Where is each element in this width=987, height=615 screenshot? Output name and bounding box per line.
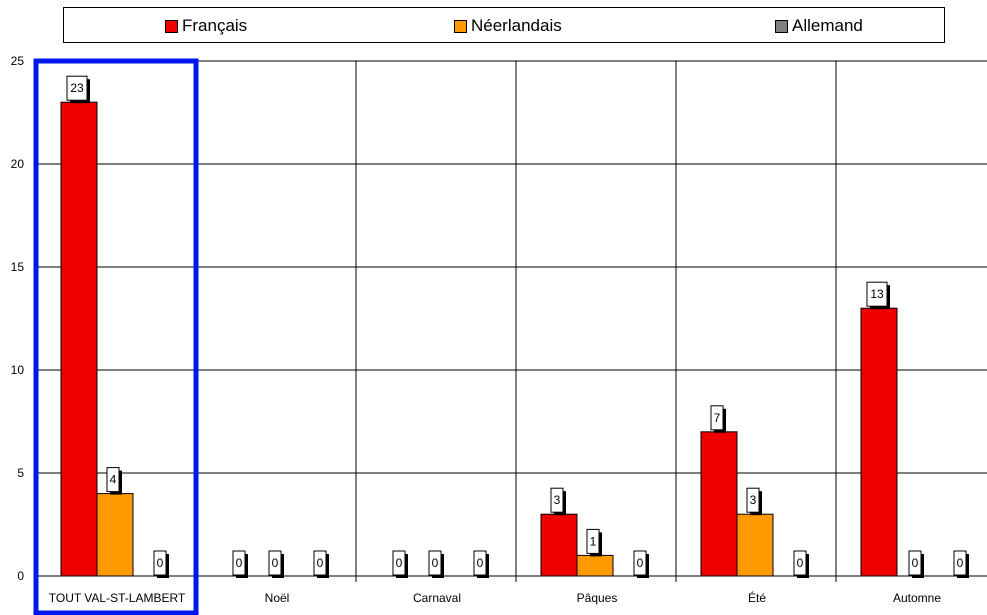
data-label: 0 (157, 556, 164, 570)
y-tick-label: 10 (11, 363, 25, 377)
bar (576, 554, 614, 577)
data-label: 0 (957, 556, 964, 570)
highlight-box (33, 58, 199, 615)
x-tick-label: Automne (893, 591, 941, 605)
x-tick-label: Pâques (577, 591, 618, 605)
data-label-box (586, 528, 600, 554)
y-tick-label: 15 (11, 260, 25, 274)
legend-swatch-francais (165, 19, 178, 33)
data-label-box (550, 487, 564, 513)
data-label-box (908, 550, 922, 576)
data-label-box (392, 550, 406, 576)
data-label-box (313, 550, 327, 576)
data-label: 4 (110, 473, 117, 487)
x-tick-label: Carnaval (413, 591, 461, 605)
legend-swatch-allemand (775, 19, 788, 33)
data-label: 3 (750, 493, 757, 507)
data-label: 0 (797, 556, 804, 570)
bar (736, 513, 774, 577)
data-label-box (66, 75, 88, 101)
legend-label-neerlandais: Néerlandais (471, 16, 562, 35)
x-tick-label: TOUT VAL-ST-LAMBERT (49, 591, 186, 605)
data-label: 7 (714, 411, 721, 425)
data-label: 0 (637, 556, 644, 570)
bar (540, 513, 578, 577)
x-tick-label: Noël (265, 591, 290, 605)
legend-label-francais: Français (182, 16, 248, 35)
y-tick-label: 25 (11, 54, 25, 68)
chart-legend: Français Néerlandais Allemand (63, 7, 945, 43)
x-tick-label: Été (748, 590, 766, 605)
data-label-box (633, 550, 647, 576)
y-tick-label: 0 (17, 569, 24, 583)
data-label-box (793, 550, 807, 576)
bar (96, 493, 134, 577)
data-label: 0 (477, 556, 484, 570)
data-label: 0 (432, 556, 439, 570)
data-label-box (866, 281, 888, 307)
y-tick-label: 20 (11, 157, 25, 171)
legend-swatch-neerlandais (454, 19, 467, 33)
data-label-box (746, 487, 760, 513)
data-label-box (710, 405, 724, 431)
data-label-box (268, 550, 282, 576)
data-label: 0 (317, 556, 324, 570)
data-label: 23 (70, 81, 84, 95)
data-label: 0 (912, 556, 919, 570)
y-tick-label: 5 (17, 466, 24, 480)
legend-item-neerlandais: Néerlandais (454, 16, 562, 36)
data-label-box (473, 550, 487, 576)
data-label-box (106, 467, 120, 493)
data-label-box (428, 550, 442, 576)
legend-item-allemand: Allemand (775, 16, 863, 36)
data-label: 13 (870, 287, 884, 301)
bar (860, 307, 898, 577)
data-label: 3 (554, 493, 561, 507)
legend-label-allemand: Allemand (792, 16, 863, 35)
bar (60, 101, 98, 577)
legend-item-francais: Français (165, 16, 247, 36)
data-label: 1 (590, 534, 597, 548)
bar (700, 431, 738, 577)
data-label-box (953, 550, 967, 576)
data-label: 0 (396, 556, 403, 570)
data-label: 0 (236, 556, 243, 570)
data-label-box (232, 550, 246, 576)
data-label: 0 (272, 556, 279, 570)
data-label-box (153, 550, 167, 576)
